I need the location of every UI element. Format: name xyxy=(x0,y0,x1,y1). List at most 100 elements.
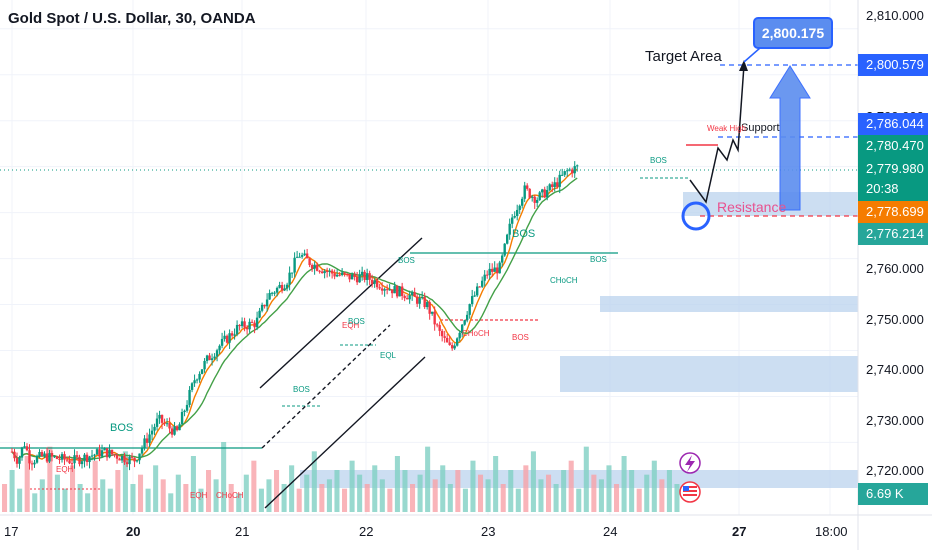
volume-bar xyxy=(530,451,536,512)
candle-body xyxy=(293,257,296,273)
volume-bar xyxy=(583,446,589,512)
us-flag-icon[interactable] xyxy=(679,481,701,503)
candle-body xyxy=(313,264,316,269)
candle-body xyxy=(195,379,199,381)
candle-body xyxy=(373,280,376,284)
candle-body xyxy=(278,284,281,288)
volume-bar xyxy=(410,484,416,512)
volume-bar xyxy=(289,465,295,512)
candle-body xyxy=(168,423,171,429)
candle-body xyxy=(238,324,241,327)
candle-body xyxy=(30,463,34,465)
candle-body xyxy=(263,304,266,307)
volume-bar xyxy=(666,470,672,512)
lightning-icon[interactable] xyxy=(679,452,701,474)
target-callout-box xyxy=(753,17,833,49)
volume-bar xyxy=(500,484,506,512)
candle-body xyxy=(130,456,134,458)
x-tick-label: 21 xyxy=(235,524,250,539)
price-tag-last: 2,779.980 20:38 xyxy=(858,157,928,203)
candle-body xyxy=(218,345,221,351)
candle-body xyxy=(556,182,559,187)
volume-bar xyxy=(243,474,249,512)
annotation-label: EQL xyxy=(380,351,397,360)
x-tick-label: 23 xyxy=(481,524,496,539)
annotation-label: CHoCH xyxy=(550,276,578,285)
volume-bar xyxy=(576,488,582,512)
candle-body xyxy=(513,216,516,218)
candle-body xyxy=(473,295,476,297)
candle-body xyxy=(125,462,129,465)
candle-body xyxy=(178,424,181,431)
structure-lines xyxy=(0,64,858,490)
candle-body xyxy=(80,461,84,465)
volume-bar xyxy=(70,465,76,512)
candle-body xyxy=(43,453,46,456)
volume-bar xyxy=(160,479,166,512)
candle-body xyxy=(531,196,534,198)
candle-body xyxy=(345,273,349,275)
annotation-label: Weak High xyxy=(707,124,746,133)
annotation-label: EQH xyxy=(56,465,74,474)
zone-demand-1 xyxy=(600,296,858,312)
chart-title: Gold Spot / U.S. Dollar, 30, OANDA xyxy=(8,10,256,27)
candle-body xyxy=(83,454,86,462)
resistance-label: Resistance xyxy=(717,199,786,215)
candle-body xyxy=(135,460,139,462)
volume-bar xyxy=(311,451,317,512)
candle-body xyxy=(273,292,276,294)
candle-body xyxy=(155,418,159,427)
price-tag-high: 2,780.470 xyxy=(858,135,928,157)
candle-body xyxy=(208,355,211,361)
volume-bar xyxy=(606,465,612,512)
candle-body xyxy=(516,209,519,217)
annotation-label: CHoCH xyxy=(216,491,244,500)
candle-body xyxy=(68,460,71,464)
candle-body xyxy=(405,298,409,300)
candle-body xyxy=(568,169,571,171)
target-callout-pointer xyxy=(743,47,761,63)
candle-body xyxy=(450,345,454,349)
candle-body xyxy=(433,311,436,325)
candle-body xyxy=(355,277,359,283)
candle-body xyxy=(505,234,509,244)
volume-bar xyxy=(107,488,113,512)
candle-body xyxy=(200,369,204,374)
candle-body xyxy=(408,295,411,300)
candle-body xyxy=(410,292,414,296)
volume-bar xyxy=(614,484,620,512)
candle-body xyxy=(33,462,36,465)
x-tick-label: 24 xyxy=(603,524,618,539)
volume-bar xyxy=(183,484,189,512)
candle-body xyxy=(328,270,331,272)
candle-body xyxy=(183,410,186,412)
candle-body xyxy=(240,321,244,327)
candle-body xyxy=(503,243,506,256)
volume-bar xyxy=(357,474,363,512)
candle-body xyxy=(363,271,366,280)
candle-body xyxy=(378,287,381,289)
bar-countdown: 20:38 xyxy=(866,181,899,196)
candle-body xyxy=(315,264,319,271)
volume-bar xyxy=(364,484,370,512)
annotation-label: BOS xyxy=(590,255,607,264)
volume-bar xyxy=(621,456,627,512)
candle-body xyxy=(228,333,231,343)
volume-bar xyxy=(478,474,484,512)
smc-annotations: BOS EQH EQH CHoCH BOS EQL EQH BOS BOS BO… xyxy=(56,124,746,500)
candle-body xyxy=(338,274,341,276)
y-tick-label: 2,760.000 xyxy=(866,261,924,276)
candle-body xyxy=(280,284,284,291)
candle-body xyxy=(458,332,461,339)
candle-body xyxy=(15,458,19,464)
candle-body xyxy=(546,189,549,198)
volume-bar xyxy=(546,474,552,512)
volume-bar xyxy=(561,470,567,512)
candle-body xyxy=(563,171,566,175)
candle-body xyxy=(100,450,104,457)
candle-body xyxy=(475,286,479,296)
candle-body xyxy=(443,336,446,338)
volume-bar xyxy=(32,493,38,512)
candle-body xyxy=(478,286,481,288)
